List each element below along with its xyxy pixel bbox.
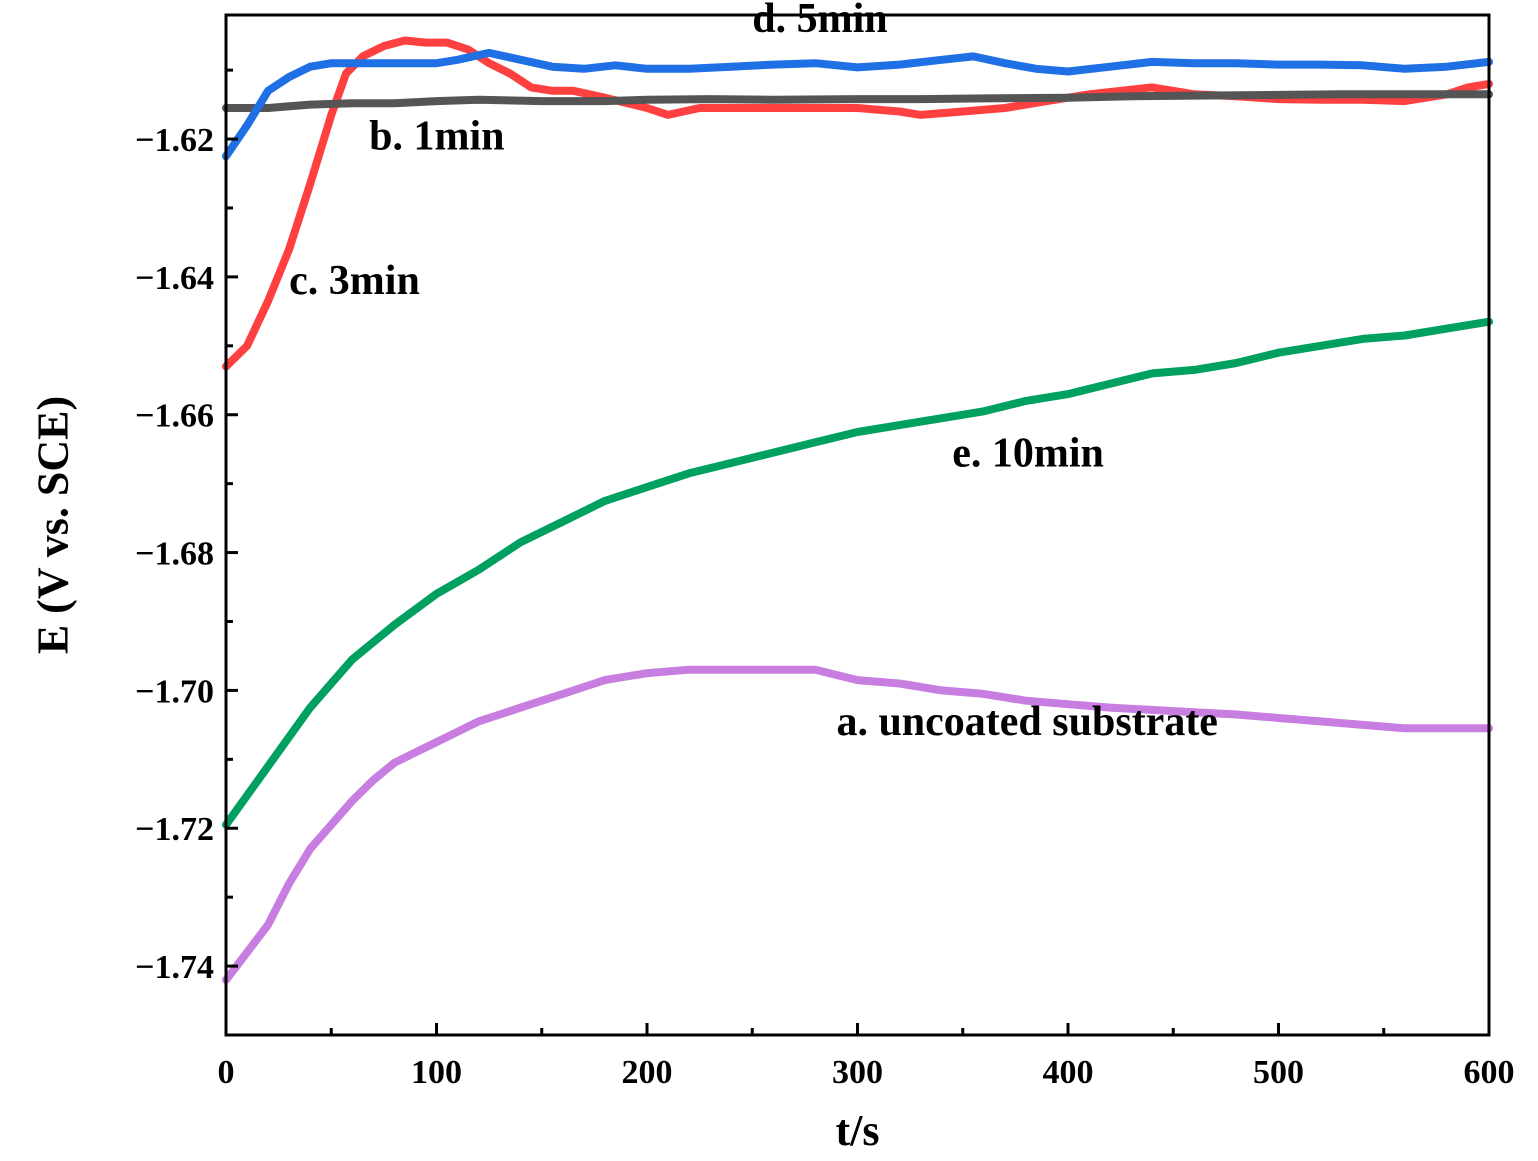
x-tick-label: 500	[1253, 1054, 1304, 1091]
series-line-a	[222, 665, 1493, 984]
x-tick-label: 100	[411, 1054, 462, 1091]
y-axis-title: E (V vs. SCE)	[28, 396, 77, 654]
series-label-b: b. 1min	[369, 113, 504, 159]
series-label-c: c. 3min	[289, 258, 420, 304]
x-tick-label: 200	[622, 1054, 673, 1091]
y-tick-label: −1.62	[135, 122, 214, 159]
series-line-e	[222, 317, 1493, 829]
series-label-e: e. 10min	[952, 430, 1104, 476]
y-tick-label: −1.68	[135, 536, 214, 573]
x-tick-label: 400	[1043, 1054, 1094, 1091]
series-labels: a. uncoated substrate b. 1min c. 3min d. 5m…	[289, 0, 1218, 745]
axis-ticks: 0 100 200 300 400 500 600 −1.62 −1.64 −1.66 −1.68 −…	[135, 68, 1515, 1091]
series-layer	[222, 36, 1493, 984]
plot-frame	[224, 13, 1491, 1037]
x-axis-title: t/s	[836, 1106, 880, 1155]
x-tick-label: 0	[218, 1054, 235, 1091]
x-tick-label: 300	[832, 1054, 883, 1091]
series-line-d	[222, 48, 1493, 161]
series-line-c	[222, 36, 1493, 371]
series-line-b	[222, 90, 1493, 112]
y-tick-label: −1.74	[135, 949, 214, 986]
x-tick-label: 600	[1464, 1054, 1515, 1091]
plot-border	[224, 13, 1491, 1037]
series-label-d: d. 5min	[752, 0, 887, 42]
series-label-a: a. uncoated substrate	[836, 699, 1218, 745]
y-tick-label: −1.64	[135, 260, 214, 297]
y-tick-label: −1.66	[135, 398, 214, 435]
y-tick-label: −1.70	[135, 673, 214, 710]
y-tick-label: −1.72	[135, 811, 214, 848]
